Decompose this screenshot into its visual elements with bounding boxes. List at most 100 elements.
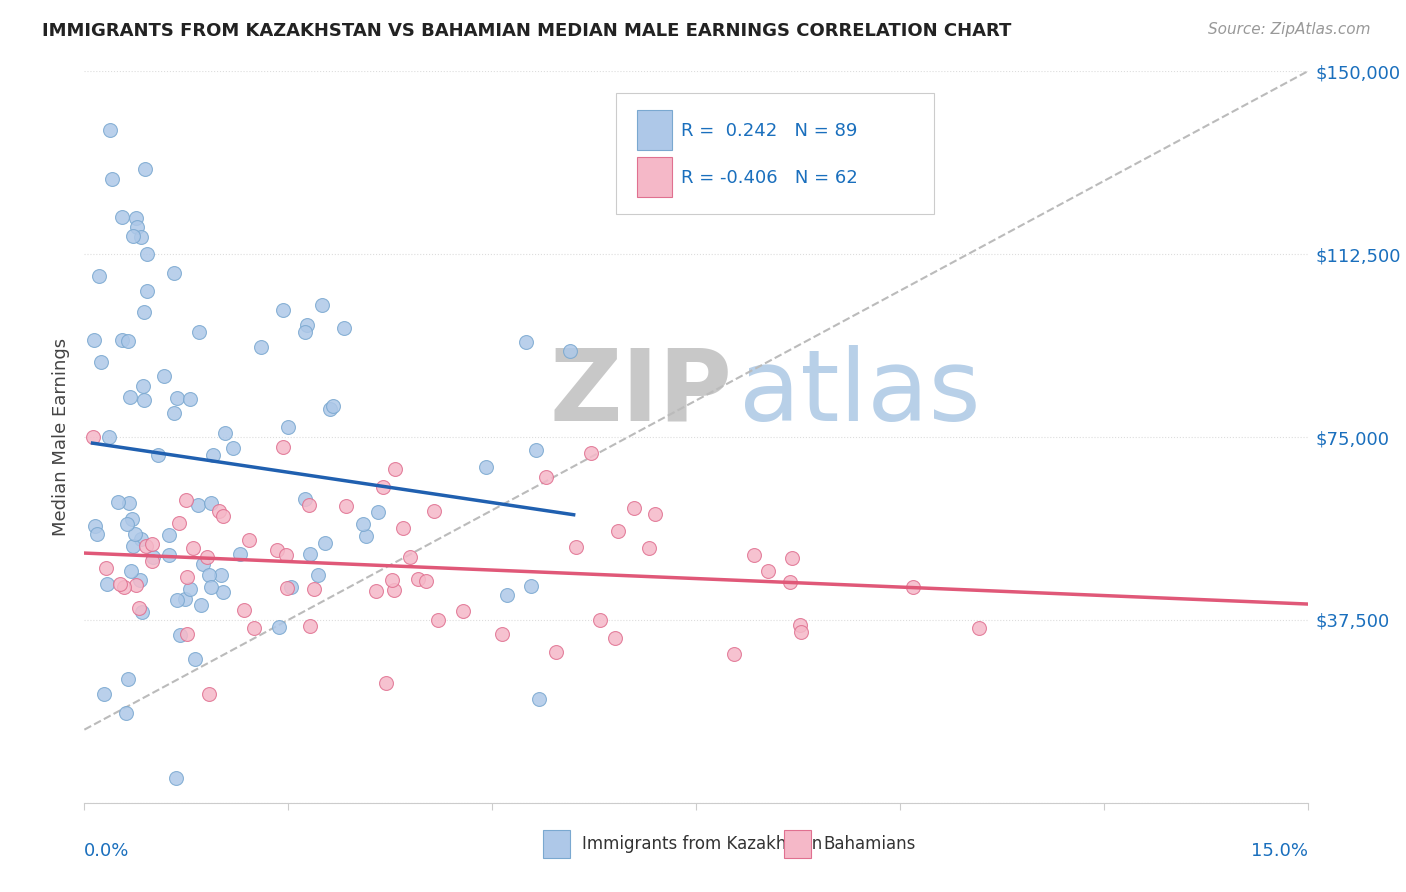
Bar [637,110,672,151]
Point [87,269,110,284]
Point [294,325,316,339]
Point [277,419,299,434]
Point [789,617,811,632]
Point [212,508,235,523]
Point [124,526,146,541]
Point [166,593,188,607]
Point [98,430,121,444]
Point [415,574,437,588]
Point [280,580,302,594]
Text: atlas: atlas [738,344,980,442]
Bar [637,157,672,197]
Point [166,392,188,406]
Point [174,591,197,606]
Point [276,548,298,562]
Point [790,625,813,640]
Point [121,511,143,525]
Point [742,548,765,562]
Point [191,557,214,571]
Point [307,567,329,582]
Point [534,469,557,483]
Point [969,621,991,635]
Point [195,550,218,565]
Point [475,460,498,475]
Point [605,631,627,645]
Point [100,171,122,186]
Point [157,528,180,542]
Point [276,581,298,595]
Point [406,572,429,586]
Point [298,499,321,513]
Point [756,564,779,578]
Point [491,627,513,641]
Point [131,606,153,620]
Point [211,568,233,582]
Point [427,613,450,627]
Point [229,548,252,562]
Point [527,692,550,706]
Point [335,499,357,513]
Point [107,495,129,509]
Point [581,446,603,460]
Text: Bahamians: Bahamians [823,835,915,853]
Point [131,378,153,392]
Bar [543,830,569,858]
Point [200,580,222,594]
Text: ZIP: ZIP [550,344,733,442]
Point [100,123,122,137]
Point [128,601,150,615]
Point [202,448,225,462]
Point [132,305,155,319]
Point [384,462,406,476]
Point [381,573,404,587]
Point [187,498,209,512]
Point [322,399,344,413]
Point [121,539,143,553]
Point [515,334,537,349]
Point [86,527,108,541]
Point [354,529,377,543]
Point [453,603,475,617]
Point [311,298,333,312]
Point [298,547,321,561]
Text: IMMIGRANTS FROM KAZAKHSTAN VS BAHAMIAN MEDIAN MALE EARNINGS CORRELATION CHART: IMMIGRANTS FROM KAZAKHSTAN VS BAHAMIAN M… [42,22,1011,40]
Point [84,519,107,533]
Point [374,676,396,690]
Point [176,627,198,641]
Point [127,220,149,235]
Point [232,603,254,617]
Point [131,532,153,546]
Point [606,524,628,539]
Point [297,318,319,333]
Point [190,598,212,612]
Point [110,577,132,591]
Point [114,706,136,721]
Point [122,229,145,244]
Point [90,355,112,369]
Point [222,441,245,455]
Point [157,548,180,562]
Point [319,402,342,417]
Point [176,569,198,583]
Point [163,406,186,420]
Point [524,443,547,458]
Point [163,266,186,280]
FancyBboxPatch shape [616,94,935,214]
Point [294,492,316,507]
Point [200,495,222,509]
Point [367,505,389,519]
Point [94,561,117,575]
Point [314,536,336,550]
Point [125,578,148,592]
Point [399,549,422,564]
Text: 0.0%: 0.0% [84,842,129,860]
Point [198,687,221,701]
Point [181,541,204,556]
Point [118,495,141,509]
Point [546,645,568,659]
Point [187,325,209,339]
Point [152,369,174,384]
Point [93,687,115,701]
Point [780,550,803,565]
Point [382,582,405,597]
